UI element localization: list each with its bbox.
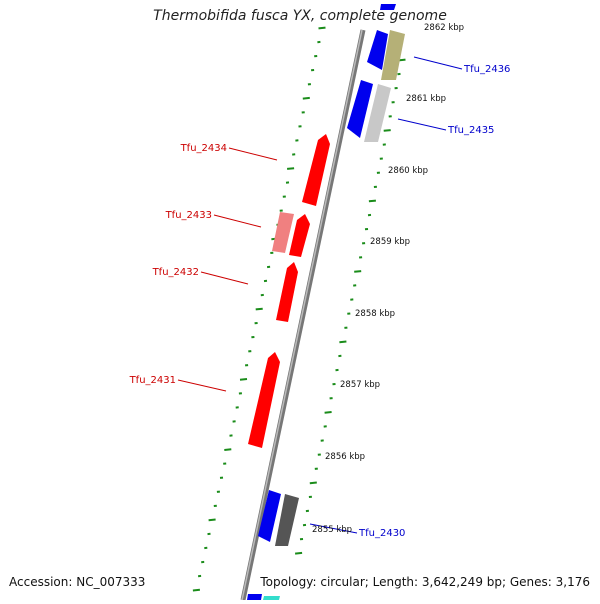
scale-label: 2859 kbp [370,237,410,247]
major-tick [295,553,302,554]
forward-features [247,4,405,600]
major-tick [193,590,200,591]
gene-label-tfu-2434[interactable]: Tfu_2434 [180,143,227,154]
major-tick [325,412,332,413]
scale-label: 2860 kbp [388,166,428,176]
scale-label: 2857 kbp [340,380,380,390]
major-tick [287,168,294,169]
gene-label-tfu-2436[interactable]: Tfu_2436 [463,64,510,75]
major-tick [354,271,361,272]
major-tick [339,342,346,343]
major-tick [224,449,231,450]
scale-label: 2858 kbp [355,309,395,319]
major-tick [310,483,317,484]
major-tick [209,520,216,521]
gene-labels: Tfu_2436 Tfu_2435 Tfu_2434 Tfu_2433 Tfu_… [129,64,511,539]
major-tick [256,309,263,310]
gene-label-tfu-2431[interactable]: Tfu_2431 [129,375,176,386]
cds-bottom-edge-b [263,596,280,600]
scale-label: 2856 kbp [325,452,365,462]
gene-label-tfu-2430[interactable]: Tfu_2430 [358,528,405,539]
scale-label: 2862 kbp [424,23,464,33]
gene-label-tfu-2432[interactable]: Tfu_2432 [152,267,199,278]
cds-tfu-2431[interactable] [248,352,280,448]
leader-lines [178,57,462,533]
major-tick [303,98,310,99]
major-tick [319,28,326,29]
scale-label: 2855 kbp [312,525,352,535]
genome-summary-text: Topology: circular; Length: 3,642,249 bp… [260,575,590,589]
gene-label-tfu-2433[interactable]: Tfu_2433 [165,210,212,221]
cds-bottom-edge-a [247,594,262,600]
cds-tfu-2432[interactable] [276,262,298,322]
scale-label: 2861 kbp [406,94,446,104]
map-title: Thermobifida fusca YX, complete genome [0,8,600,24]
genome-backbone [242,30,363,600]
major-tick [384,130,391,131]
major-tick [369,201,376,202]
cds-tfu-2433-a[interactable] [272,212,294,253]
tick-track-right [295,60,405,554]
accession-text: Accession: NC_007333 [9,575,145,589]
gene-label-tfu-2435[interactable]: Tfu_2435 [447,125,494,136]
major-tick [240,379,247,380]
reverse-features [248,134,330,448]
